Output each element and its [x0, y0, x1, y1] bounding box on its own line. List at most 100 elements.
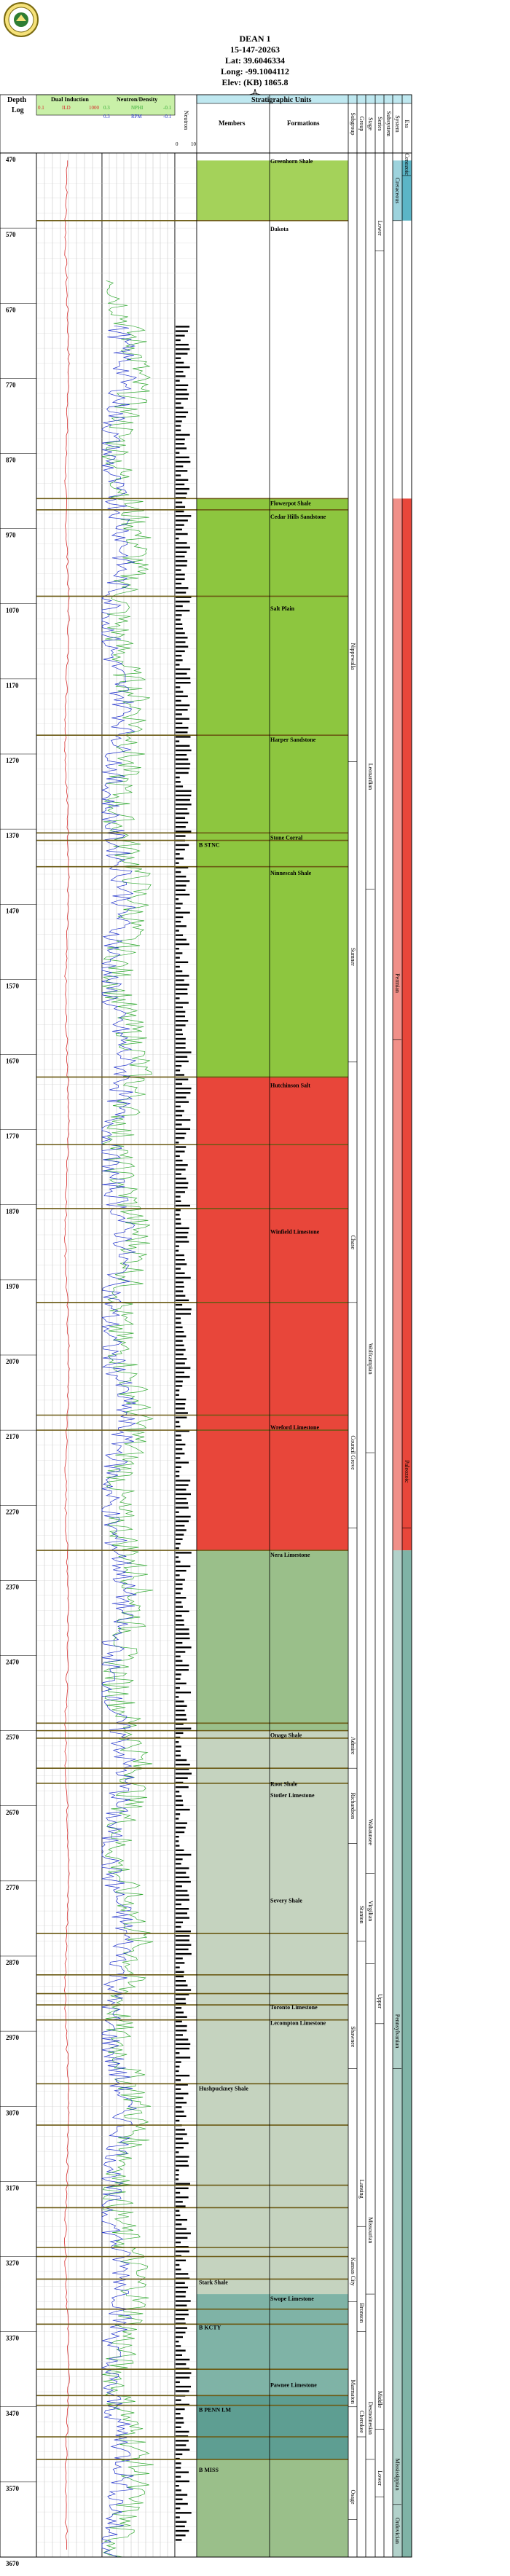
neutron-bar — [176, 1764, 190, 1766]
neutron-bar — [176, 1872, 187, 1874]
depth-label: 1370 — [6, 832, 20, 839]
depth-label: 3370 — [6, 2335, 20, 2342]
neutron-bar — [176, 1367, 191, 1369]
neutron-bar — [176, 2020, 182, 2023]
formation-band — [197, 2395, 348, 2459]
neutron-bar — [176, 1993, 189, 1995]
neutron-bar — [176, 429, 181, 431]
system-label: Permian — [394, 973, 401, 993]
series-label: Middle — [377, 2391, 383, 2408]
neutron-bar — [176, 2313, 189, 2316]
neutron-bar — [176, 1020, 189, 1022]
neutron-bar — [176, 2160, 188, 2162]
neutron-bar — [176, 2525, 185, 2528]
neutron-bar — [176, 380, 180, 382]
neutron-bar — [176, 533, 188, 535]
neutron-bar — [176, 2457, 180, 2460]
neutron-bar — [176, 992, 188, 995]
neutron-bar — [176, 1651, 186, 1653]
formation-label: Nera Limestone — [270, 1552, 310, 1558]
neutron-bar — [176, 1786, 189, 1788]
subgroup-label: Council Grove — [350, 1435, 356, 1470]
neutron-bar — [176, 443, 185, 445]
neutron-bar — [176, 2309, 189, 2312]
neutron-bar — [176, 2187, 189, 2190]
neutron-bar — [176, 1863, 181, 1865]
neutron-bar — [176, 1480, 191, 1482]
depth-label: 1070 — [6, 607, 20, 614]
neutron-bar — [176, 1669, 189, 1671]
era-label: Paleozoic — [404, 1460, 410, 1483]
neutron-bar — [176, 1317, 181, 1319]
neutron-bar — [176, 965, 180, 968]
neutron-bar — [176, 506, 186, 508]
neutron-bar — [176, 1051, 192, 1053]
neutron-bar — [176, 596, 192, 598]
depth-label: 2370 — [6, 1583, 20, 1590]
neutron-bar — [176, 407, 184, 409]
neutron-bar — [176, 1898, 189, 1901]
neutron-bar — [176, 835, 186, 837]
neutron-bar — [176, 2444, 187, 2446]
neutron-bar — [176, 726, 189, 729]
neutron-bar — [176, 794, 192, 797]
neutron-bar — [176, 2282, 185, 2284]
neutron-bar — [176, 672, 187, 675]
neutron-bar — [176, 388, 187, 391]
neutron-bar — [176, 1403, 186, 1405]
neutron-density-header: Neutron/Density — [117, 96, 157, 103]
neutron-bar — [176, 664, 180, 666]
neutron-bar — [176, 1705, 187, 1707]
neutron-bar — [176, 1719, 187, 1721]
rpm-label: RPM — [131, 114, 143, 119]
neutron-bar — [176, 1064, 182, 1067]
neutron-bar — [176, 1574, 180, 1576]
neutron-bar — [176, 1056, 188, 1058]
neutron-bar — [176, 957, 180, 959]
system-band — [402, 498, 412, 1551]
neutron-bar — [176, 1200, 181, 1202]
ild-curve — [64, 160, 70, 2550]
depth-label: 2770 — [6, 1884, 20, 1891]
formation-band — [197, 498, 348, 1077]
neutron-bar — [176, 1746, 181, 1748]
neutron-bar — [176, 2025, 187, 2027]
neutron-bar — [176, 1295, 186, 1297]
neutron-bar — [176, 1335, 187, 1338]
neutron-bar — [176, 1236, 188, 1238]
era-label: Cenozoic — [404, 153, 410, 176]
neutron-bar — [176, 1344, 184, 1346]
neutron-bar — [176, 1362, 185, 1364]
neutron-bar — [176, 1132, 187, 1135]
neutron-bar — [176, 1971, 184, 1974]
neutron-bar — [176, 2061, 181, 2063]
stage-label: Wabaunsee — [367, 1819, 374, 1846]
formation-label: Greenhorn Shale — [270, 158, 313, 165]
subgroup-label: Kansas City — [350, 2258, 356, 2286]
neutron-bar — [176, 1443, 186, 1446]
neutron-bar — [176, 817, 186, 820]
neutron-bar — [176, 884, 187, 887]
neutron-bar — [176, 492, 187, 495]
neutron-bar — [176, 1538, 183, 1541]
neutron-min-label: 0 — [176, 141, 178, 147]
neutron-bar — [176, 1641, 183, 1644]
neutron-bar — [176, 2331, 186, 2334]
neutron-bar — [176, 1394, 179, 1397]
neutron-bar — [176, 1142, 179, 1144]
neutron-bar — [176, 2038, 189, 2041]
neutron-bar — [176, 1169, 186, 1171]
neutron-bar — [176, 2115, 187, 2118]
neutron-bar — [176, 1597, 187, 1599]
subgroup-label: Chase — [350, 1236, 356, 1250]
neutron-bar — [176, 2269, 181, 2271]
neutron-bar — [176, 565, 187, 567]
neutron-bar — [176, 1173, 181, 1175]
vertical-header-subgroup: Subgroup — [350, 112, 356, 135]
depth-label: 2070 — [6, 1358, 20, 1365]
neutron-bar — [176, 1385, 183, 1387]
ild-label: ILD — [62, 105, 71, 111]
neutron-bar — [176, 930, 179, 932]
neutron-bar — [176, 2521, 187, 2523]
